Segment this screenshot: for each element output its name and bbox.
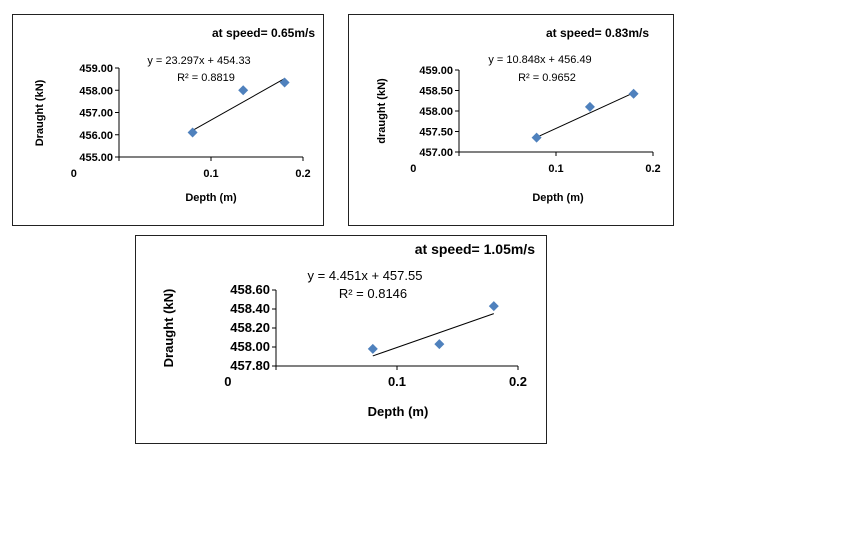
x-tick-label: 0.1 — [388, 374, 406, 389]
chart-panel-2: at speed= 0.83m/s 457.00 457.50 458.00 458.5… — [348, 14, 674, 226]
data-point — [531, 132, 542, 143]
scatter-chart-2: at speed= 0.83m/s 457.00 457.50 458.00 458.5… — [376, 26, 661, 204]
y-tick-label: 457.50 — [419, 127, 453, 139]
y-axis-label: Draught (kN) — [161, 289, 176, 368]
y-tick-label: 456.00 — [79, 130, 113, 142]
r-squared-label: R² = 0.8146 — [339, 286, 407, 301]
x-tick-label: 0.2 — [645, 163, 660, 175]
y-tick-label: 458.00 — [230, 339, 270, 354]
y-tick-label: 457.80 — [230, 358, 270, 373]
scatter-chart-1: at speed= 0.65m/s 455.00 456.00 457.00 458.0… — [34, 26, 315, 204]
y-tick-label: 458.50 — [419, 86, 453, 98]
x-tick-label: 0 — [224, 374, 231, 389]
trendline — [372, 313, 494, 357]
trendline-equation: y = 10.848x + 456.49 — [488, 54, 591, 66]
x-axis-label: Depth (m) — [532, 192, 584, 204]
r-squared-label: R² = 0.9652 — [518, 72, 576, 84]
x-tick-label: 0.1 — [203, 168, 218, 180]
y-tick-label: 457.00 — [79, 108, 113, 120]
y-tick-label: 458.40 — [230, 301, 270, 316]
y-tick-label: 459.00 — [419, 65, 453, 77]
chart-panel-3: at speed= 1.05m/s 457.80 458.00 458.20 458.4… — [135, 235, 547, 444]
y-tick-label: 458.00 — [79, 85, 113, 97]
trendline-equation: y = 23.297x + 454.33 — [147, 55, 250, 67]
x-axis-label: Depth (m) — [185, 192, 237, 204]
y-tick-label: 458.20 — [230, 320, 270, 335]
data-point — [488, 301, 499, 312]
y-axis-label: Draught (kN) — [34, 79, 46, 146]
y-tick-label: 458.60 — [230, 282, 270, 297]
x-tick-label: 0 — [410, 163, 416, 175]
x-tick-label: 0.2 — [509, 374, 527, 389]
y-tick-label: 458.00 — [419, 106, 453, 118]
data-point — [367, 343, 378, 354]
data-point — [434, 339, 445, 350]
x-tick-label: 0.1 — [548, 163, 563, 175]
r-squared-label: R² = 0.8819 — [177, 72, 235, 84]
y-tick-label: 455.00 — [79, 152, 113, 164]
chart-title: at speed= 1.05m/s — [415, 241, 535, 257]
y-axis-label: draught (kN) — [376, 78, 388, 144]
x-tick-label: 0 — [71, 168, 77, 180]
scatter-chart-3: at speed= 1.05m/s 457.80 458.00 458.20 458.4… — [161, 241, 535, 419]
trendline — [536, 92, 634, 138]
chart-panel-1: at speed= 0.65m/s 455.00 456.00 457.00 458.0… — [12, 14, 324, 226]
data-point — [279, 77, 290, 88]
data-point — [584, 101, 595, 112]
x-tick-label: 0.2 — [295, 168, 310, 180]
data-point — [628, 88, 639, 99]
x-axis-label: Depth (m) — [368, 404, 429, 419]
data-point — [238, 85, 249, 96]
trendline-equation: y = 4.451x + 457.55 — [308, 268, 423, 283]
trendline — [192, 78, 285, 131]
y-tick-label: 459.00 — [79, 63, 113, 75]
y-tick-label: 457.00 — [419, 147, 453, 159]
chart-title: at speed= 0.65m/s — [212, 26, 315, 40]
chart-title: at speed= 0.83m/s — [546, 26, 649, 40]
